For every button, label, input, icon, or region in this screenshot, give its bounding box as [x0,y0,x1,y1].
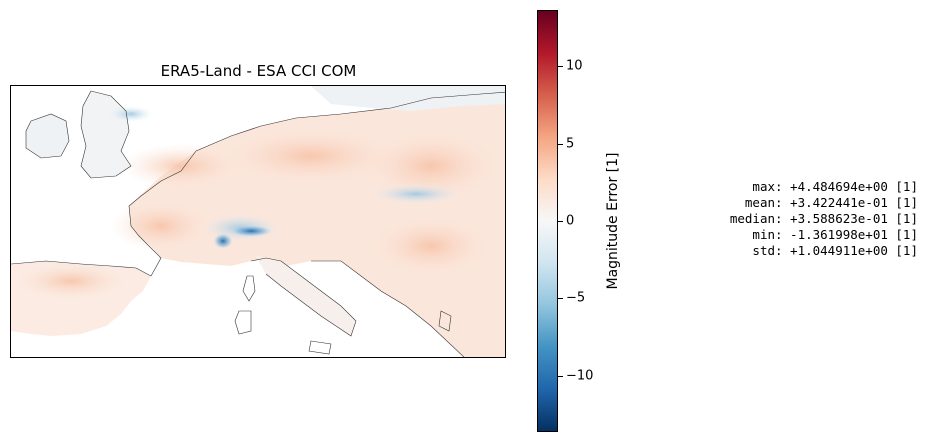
colorbar-tick-label: −5 [566,290,586,306]
stat-max: max: +4.484694e+00 [1] [752,179,918,194]
colorbar-tick-mark [558,66,563,68]
colorbar-tick-mark [558,221,563,222]
colorbar-tick-label: 5 [566,136,575,152]
statistics-panel: max: +4.484694e+00 [1] mean: +3.422441e-… [650,179,918,259]
ireland-error-field [26,114,69,158]
warm-anomaly [16,263,126,299]
cool-anomaly [109,106,153,122]
colorbar [537,10,558,432]
alps-anomaly [229,225,273,237]
colorbar-title: Magnitude Error [1] [605,152,621,290]
stat-min: min: -1.361998e+01 [1] [752,227,918,242]
stat-std: std: +1.044911e+00 [1] [752,243,918,258]
map-title: ERA5-Land - ESA CCI COM [160,62,357,80]
alps-anomaly [213,233,233,249]
stat-median: median: +3.588623e-01 [1] [729,211,918,226]
colorbar-tick-mark [558,143,563,145]
warm-anomaly [361,131,501,201]
stat-mean: mean: +3.422441e-01 [1] [744,195,918,210]
europe-map [11,86,505,357]
colorbar-tick-label: 10 [566,58,583,74]
scandinavia-error-field [311,86,505,111]
warm-anomaly [121,144,241,188]
colorbar-tick-mark [558,375,563,377]
colorbar-tick-label: −10 [566,368,594,384]
warm-anomaly [221,128,401,184]
colorbar-tick-label: 0 [566,213,575,229]
warm-anomaly [371,216,491,276]
italy-error-field [256,256,356,336]
coastlines [11,90,505,357]
warm-anomaly [111,201,211,251]
cool-anomaly [371,184,461,204]
map-panel [10,85,506,358]
colorbar-tick-mark [558,298,563,300]
